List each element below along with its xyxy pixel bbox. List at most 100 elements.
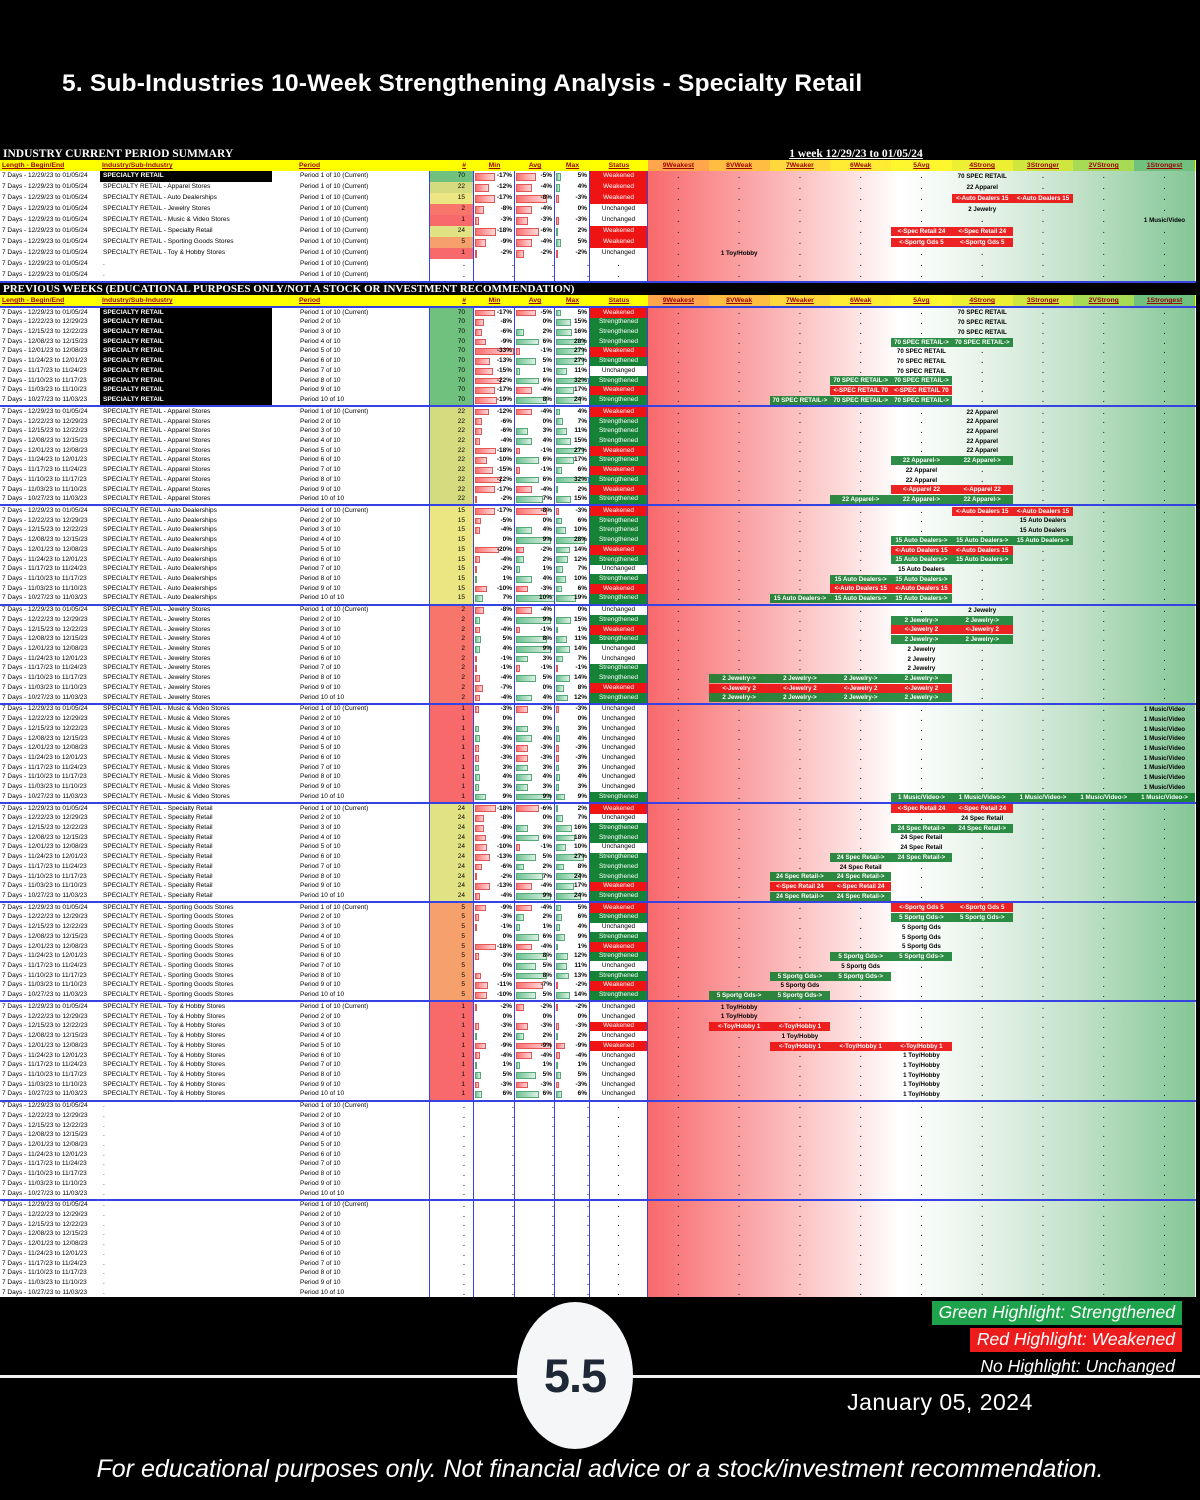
cell-min-value: -2% — [500, 495, 512, 503]
cell-industry: . — [103, 1249, 105, 1257]
grade-mark: 15 Auto Dealers — [1019, 527, 1067, 535]
grade-cell-3stronger: . — [1013, 753, 1074, 763]
data-bar — [556, 367, 568, 375]
cell-period: Period 4 of 10 — [300, 635, 341, 643]
grade-cell-7weaker: . — [770, 1061, 831, 1071]
empty-dot: . — [1042, 883, 1044, 891]
grade-cell-9weakest: . — [648, 635, 709, 645]
empty-dot: . — [1102, 418, 1105, 426]
empty-dot: . — [1163, 873, 1166, 881]
table-row: 7 Days - 12/22/23 to 12/29/23 SPECIALTY R… — [0, 516, 1196, 526]
grade-mark: <-Sportg Gds 5 — [891, 903, 952, 913]
cell-min: -4% — [474, 693, 515, 703]
empty-dot: . — [738, 1071, 741, 1079]
grade-cell-3stronger: . — [1013, 1140, 1074, 1150]
grade-cell-2vstrong: . — [1073, 270, 1134, 281]
grade-cell-3stronger: . — [1013, 357, 1074, 367]
cell-status: Strengthened — [590, 634, 648, 645]
grade-mark: 15 Auto Dealers-> — [891, 555, 952, 565]
empty-dot: . — [587, 1141, 589, 1149]
grade-cell-8vweak: . — [709, 1278, 770, 1288]
cell-min: -6% — [474, 327, 515, 338]
data-bar — [516, 992, 536, 999]
grade-cell-2vstrong: . — [1073, 1189, 1134, 1199]
data-bar — [475, 844, 487, 852]
cell-min: -4% — [474, 1050, 515, 1061]
grade-cell-2vstrong: . — [1073, 259, 1134, 270]
empty-dot: . — [798, 636, 801, 644]
empty-dot: . — [677, 556, 680, 564]
grade-cell-2vstrong: . — [1073, 171, 1134, 182]
grade-cell-8vweak: . — [709, 773, 770, 783]
empty-dot: . — [738, 904, 741, 912]
grade-mark: <-Jewelry 2 — [708, 683, 770, 693]
grade-cell-1strongest: . — [1134, 981, 1195, 991]
grade-cell-1strongest: . — [1134, 436, 1195, 446]
grade-cell-3stronger: . — [1013, 427, 1074, 437]
empty-dot: . — [1163, 923, 1166, 931]
empty-dot: . — [1102, 914, 1105, 922]
grade-cell-4strong: . — [952, 1249, 1013, 1259]
cell-length: 7 Days - 12/01/23 to 12/08/23 — [2, 545, 88, 553]
empty-dot: . — [798, 1170, 801, 1178]
grade-cell-1strongest: . — [1134, 615, 1195, 625]
empty-dot: . — [738, 834, 741, 842]
grade-mark: 22 Apparel — [966, 447, 998, 455]
empty-dot: . — [1042, 754, 1044, 762]
table-row: 7 Days - 12/22/23 to 12/29/23 SPECIALTY R… — [0, 317, 1196, 328]
empty-dot: . — [1042, 328, 1044, 336]
grade-cell-3stronger: . — [1013, 1061, 1074, 1071]
table-row: 7 Days - 11/10/23 to 11/17/23 SPECIALTY R… — [0, 1070, 1196, 1081]
grade-zone: ......... — [648, 1111, 1195, 1121]
grade-cell-9weakest: . — [648, 1189, 709, 1199]
grade-cell-1strongest: . — [1134, 366, 1195, 376]
cell-avg-value: -4% — [540, 485, 552, 493]
col-header-7weaker: 7Weaker — [769, 160, 831, 171]
empty-dot: . — [1163, 991, 1166, 999]
legend-weakened: Red Highlight: Weakened — [969, 1327, 1182, 1352]
grade-cell-5avg: 15 Auto Dealers-> — [891, 535, 952, 546]
empty-dot: . — [738, 527, 741, 535]
grade-cell-3stronger: 1 Music/Video-> — [1012, 792, 1074, 802]
cell-count: . — [429, 1288, 474, 1297]
empty-dot: . — [512, 1151, 514, 1159]
empty-dot: . — [1042, 834, 1044, 842]
grade-mark: 70 SPEC RETAIL — [957, 309, 1007, 317]
cell-period: Period 3 of 10 — [300, 427, 341, 435]
cell-count: 1 — [429, 215, 474, 226]
empty-dot: . — [859, 1032, 862, 1040]
grade-cell-4strong: . — [952, 1041, 1013, 1051]
grade-cell-8vweak: . — [709, 1111, 770, 1121]
grade-cell-1strongest: . — [1134, 1012, 1195, 1022]
cell-avg: -4% — [515, 605, 555, 616]
grade-cell-2vstrong: . — [1073, 942, 1134, 952]
grade-zone: ..... <-Auto Dealers 15 <-Auto Dealers 15.… — [648, 506, 1195, 517]
empty-dot: . — [1163, 636, 1166, 644]
empty-dot: . — [463, 1151, 465, 1159]
grade-cell-5avg: . — [891, 427, 952, 437]
empty-dot: . — [920, 1141, 923, 1149]
empty-dot: . — [738, 319, 741, 327]
grade-cell-3stronger: . — [1013, 744, 1074, 754]
grade-cell-5avg: . — [891, 1031, 952, 1041]
grade-cell-1strongest: . — [1134, 395, 1195, 405]
cell-min: 1% — [474, 1060, 515, 1071]
empty-dot: . — [920, 1013, 923, 1021]
data-bar — [556, 1032, 559, 1040]
cell-length: 7 Days - 12/22/23 to 12/29/23 — [2, 516, 88, 524]
grade-cell-7weaker: . — [770, 475, 831, 485]
empty-dot: . — [1163, 834, 1166, 842]
grade-cell-9weakest: . — [648, 456, 709, 466]
grade-mark: 2 Jewelry-> — [951, 615, 1013, 625]
empty-dot: . — [738, 793, 741, 801]
table-row: 7 Days - 12/08/23 to 12/15/23 SPECIALTY R… — [0, 535, 1196, 546]
cell-avg: 9% — [515, 792, 555, 802]
cell-period: Period 6 of 10 — [300, 555, 341, 563]
grade-cell-3stronger: . — [1013, 952, 1074, 962]
grade-cell-3stronger: . — [1013, 1220, 1074, 1230]
grade-mark: 70 SPEC RETAIL — [896, 357, 946, 365]
cell-max: . — [555, 1159, 590, 1170]
empty-dot: . — [677, 387, 680, 395]
cell-status: Unchanged — [590, 753, 648, 764]
data-bar — [516, 328, 524, 336]
